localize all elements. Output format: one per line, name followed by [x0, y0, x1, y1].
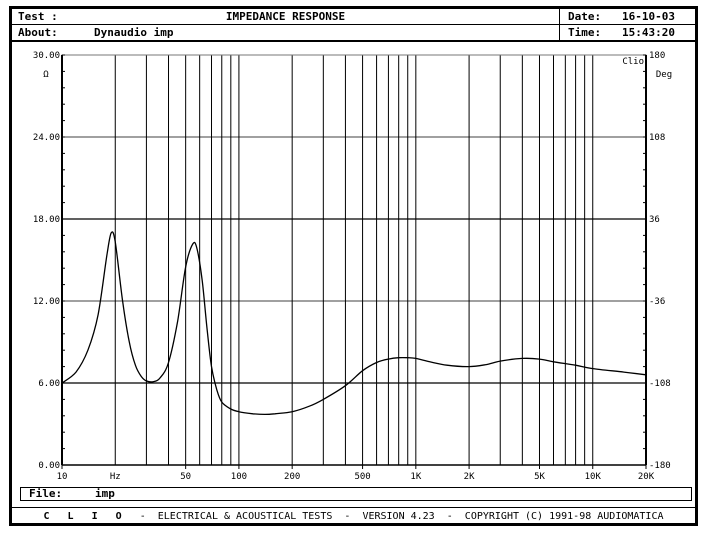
- file-field: File: imp: [20, 487, 692, 501]
- svg-text:Hz: Hz: [110, 472, 121, 482]
- about-label: About:: [18, 26, 58, 39]
- svg-text:10: 10: [57, 472, 68, 482]
- svg-text:-36: -36: [649, 297, 665, 307]
- chart-title: IMPEDANCE RESPONSE: [225, 10, 346, 23]
- svg-text:18.00: 18.00: [33, 215, 60, 225]
- header-row-about: About: Dynaudio imp Time: 15:43:20: [12, 25, 695, 42]
- svg-text:-180: -180: [649, 461, 671, 471]
- svg-text:36: 36: [649, 215, 660, 225]
- svg-text:12.00: 12.00: [33, 297, 60, 307]
- svg-text:Clio: Clio: [622, 57, 644, 67]
- impedance-plot: 0.00 6.00 12.00 18.00 24.00 30.00 -180 -108 -36 3…: [33, 51, 672, 482]
- footer-bar: C L I O - ELECTRICAL & ACOUSTICAL TESTS …: [12, 507, 695, 525]
- clio-brand: C L I O: [43, 511, 128, 522]
- footer-tagline: - ELECTRICAL & ACOUSTICAL TESTS - VERSIO…: [127, 511, 664, 522]
- svg-text:200: 200: [284, 472, 300, 482]
- about-value: Dynaudio imp: [94, 26, 174, 39]
- svg-text:108: 108: [649, 133, 665, 143]
- test-label: Test :: [18, 10, 58, 23]
- svg-text:30.00: 30.00: [33, 51, 60, 61]
- time-label: Time:: [568, 26, 602, 39]
- svg-text:10K: 10K: [585, 472, 602, 482]
- clio-badge: Clio: [622, 57, 644, 67]
- horizontal-grid: [61, 54, 647, 466]
- svg-text:6.00: 6.00: [38, 379, 60, 389]
- vertical-grid: [114, 55, 594, 465]
- date-label: Date:: [568, 10, 602, 23]
- svg-text:2K: 2K: [464, 472, 475, 482]
- date-value: 16-10-03: [622, 10, 675, 23]
- clio-report-frame: Test : IMPEDANCE RESPONSE Date: 16-10-03…: [9, 6, 698, 526]
- time-cell: Time: 15:43:20: [559, 25, 695, 40]
- svg-text:20K: 20K: [638, 472, 655, 482]
- svg-text:Ω: Ω: [43, 70, 49, 80]
- svg-text:50: 50: [180, 472, 191, 482]
- header-row-test: Test : IMPEDANCE RESPONSE Date: 16-10-03: [12, 9, 695, 25]
- svg-text:100: 100: [231, 472, 247, 482]
- svg-text:Deg: Deg: [656, 70, 672, 80]
- impedance-curve: [61, 231, 647, 416]
- svg-text:24.00: 24.00: [33, 133, 60, 143]
- svg-text:1K: 1K: [410, 472, 421, 482]
- axis-ticks: [62, 54, 646, 466]
- svg-text:0.00: 0.00: [38, 461, 60, 471]
- date-cell: Date: 16-10-03: [559, 9, 695, 24]
- svg-text:180: 180: [649, 51, 665, 61]
- svg-text:500: 500: [354, 472, 370, 482]
- svg-text:-108: -108: [649, 379, 671, 389]
- axis-labels: 0.00 6.00 12.00 18.00 24.00 30.00 -180 -108 -36 3…: [33, 51, 672, 482]
- file-value: imp: [95, 487, 115, 500]
- time-value: 15:43:20: [622, 26, 675, 39]
- svg-text:5K: 5K: [534, 472, 545, 482]
- file-label: File:: [29, 487, 63, 500]
